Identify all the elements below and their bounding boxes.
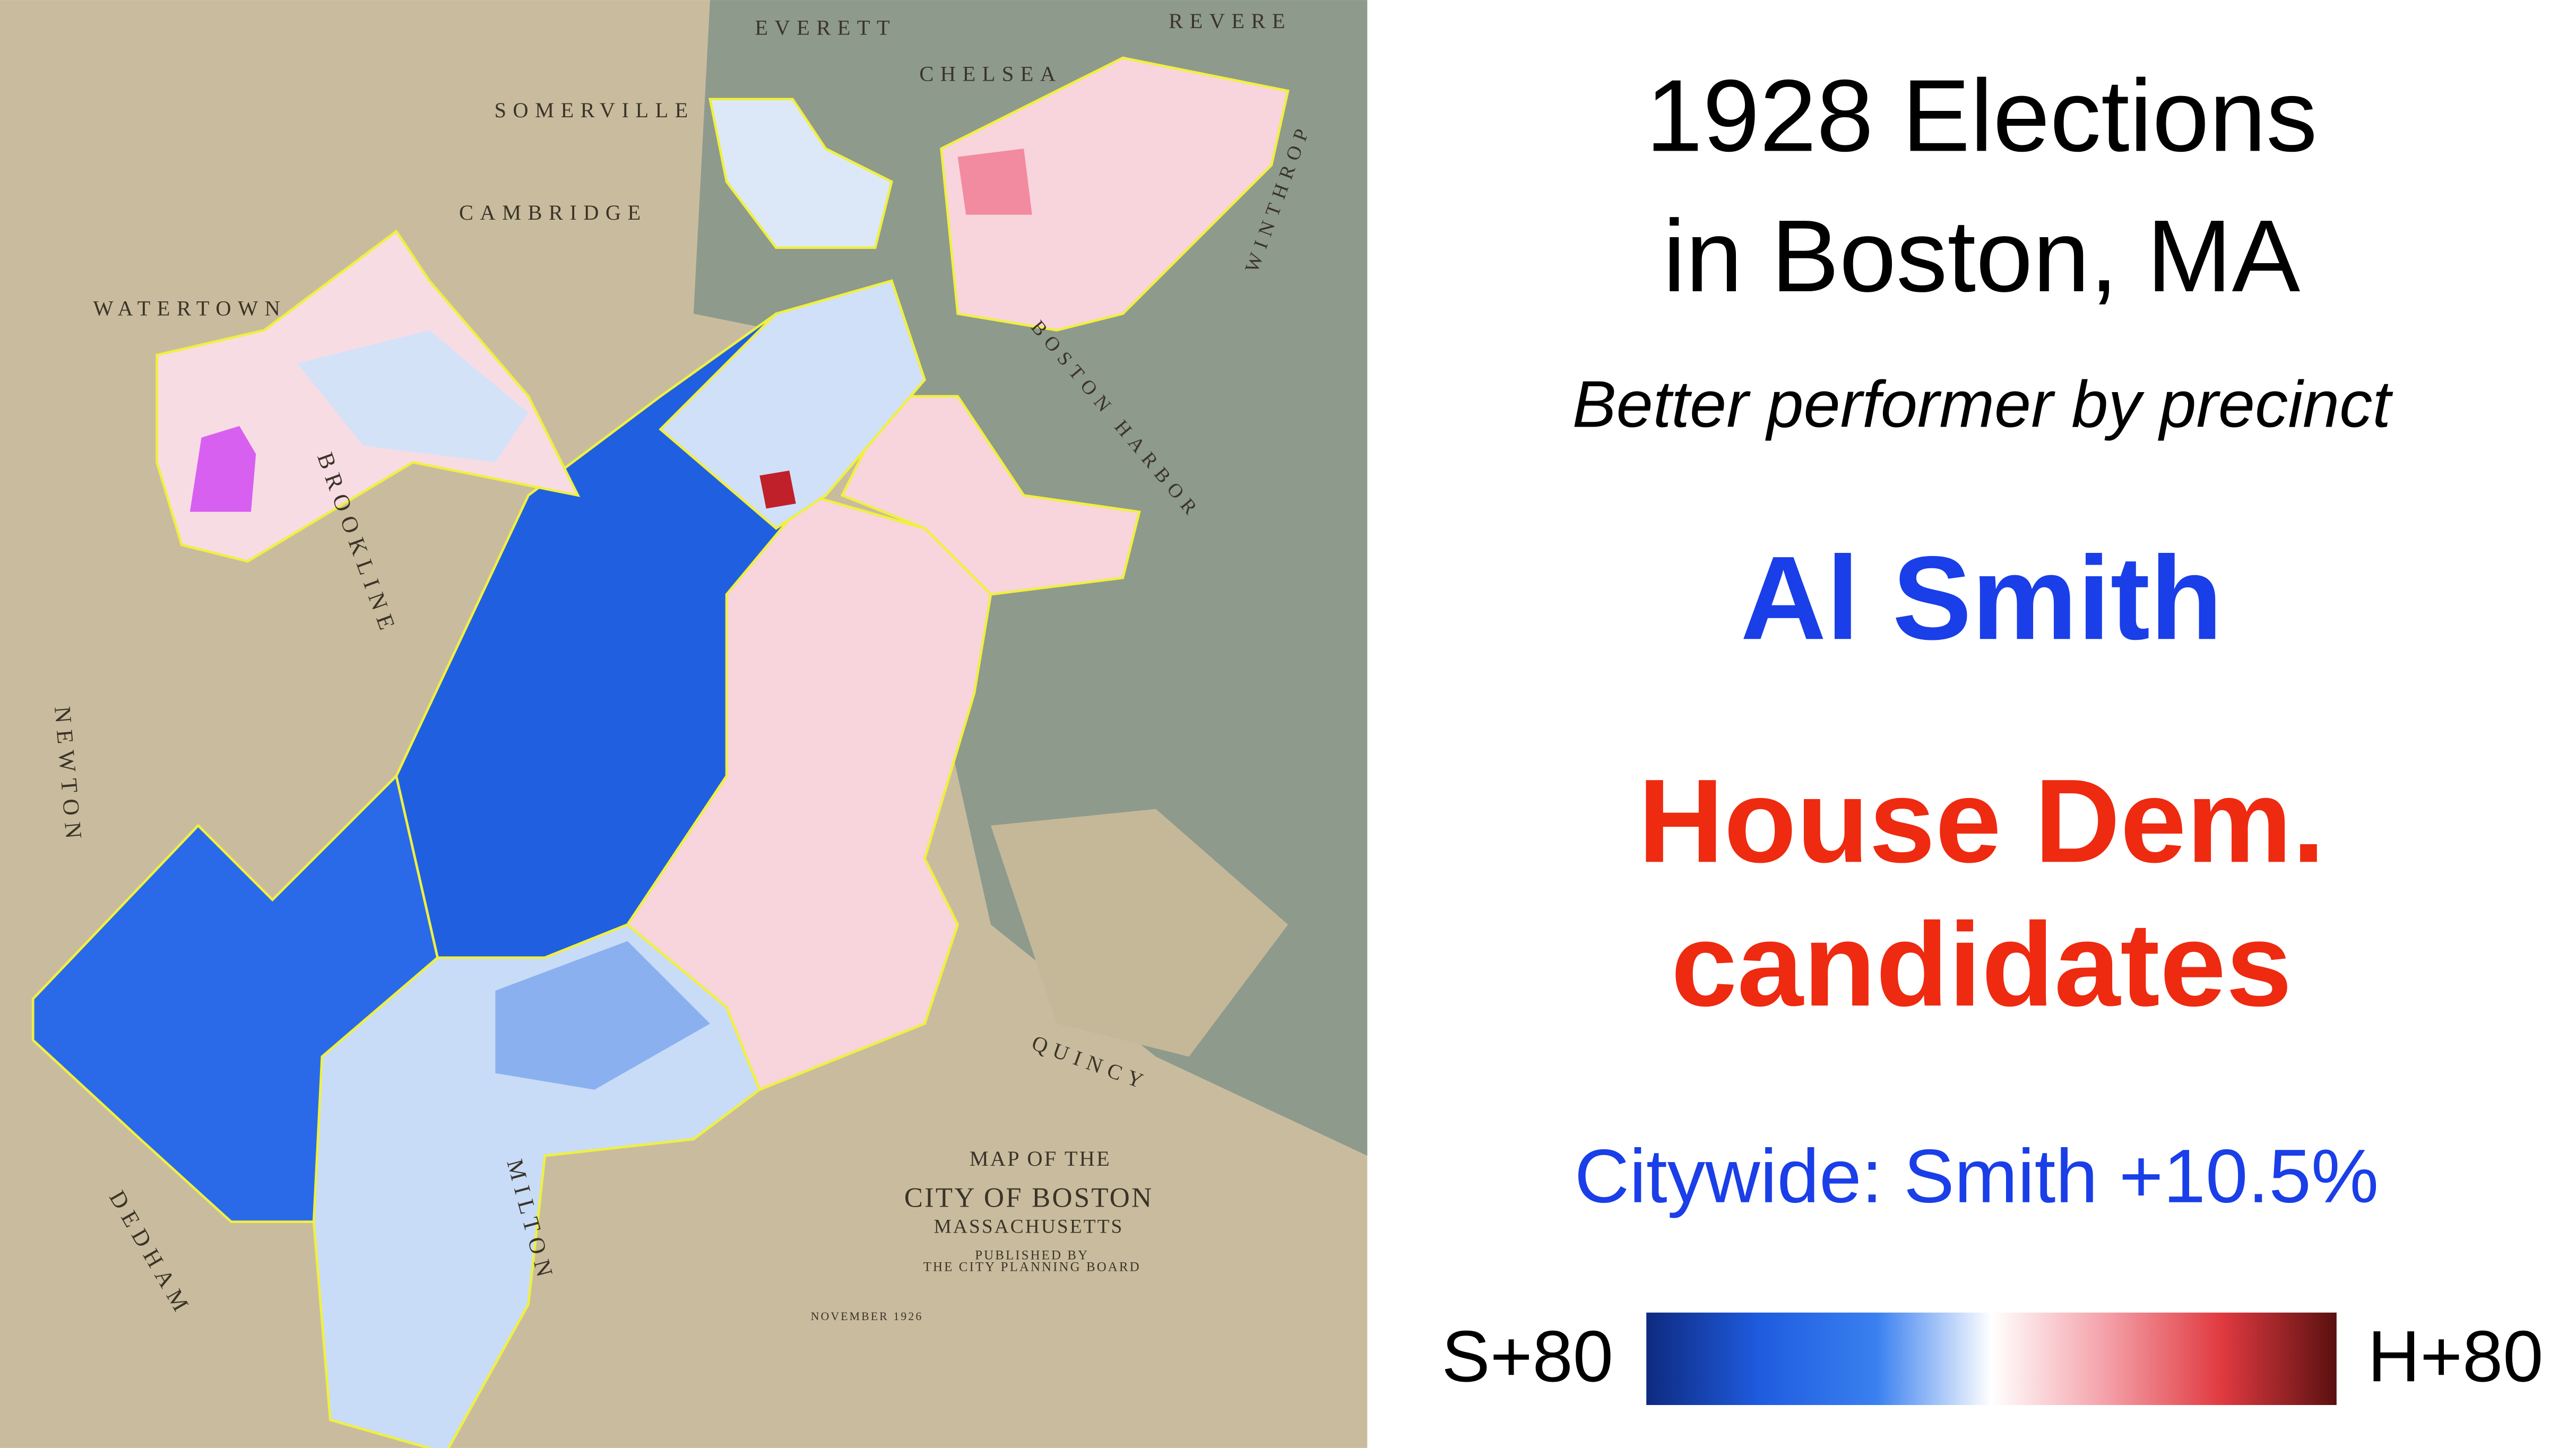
region — [297, 330, 529, 463]
title-line: in Boston, MA — [1663, 198, 2300, 313]
citywide-result: Citywide: Smith +10.5% — [1575, 1134, 2379, 1219]
map-label: THE CITY PLANNING BOARD — [923, 1260, 1141, 1274]
region — [957, 149, 1032, 215]
legend-max: H+80 — [2367, 1316, 2543, 1397]
map-label: NOVEMBER 1926 — [811, 1310, 923, 1323]
map-label: CHELSEA — [919, 62, 1062, 86]
candidate-b: House Dem. — [1638, 755, 2326, 887]
map-label: SOMERVILLE — [494, 98, 694, 122]
subtitle: Better performer by precinct — [1572, 368, 2393, 441]
legend-min: S+80 — [1441, 1316, 1613, 1397]
region — [759, 470, 796, 509]
map-label: EVERETT — [755, 15, 896, 39]
region — [189, 426, 256, 512]
region — [840, 395, 1141, 596]
title-line: 1928 Elections — [1646, 58, 2317, 172]
map-label: CITY OF BOSTON — [904, 1182, 1154, 1213]
region — [659, 279, 927, 530]
region — [940, 56, 1290, 332]
map-label: CAMBRIDGE — [459, 201, 647, 224]
map-label: PUBLISHED BY — [975, 1248, 1089, 1263]
map-label: WATERTOWN — [93, 296, 287, 320]
legend-bar — [1646, 1312, 2337, 1406]
candidate-a: Al Smith — [1741, 532, 2223, 664]
land — [990, 809, 1288, 1057]
legend-panel: 1928 Elections in Boston, MA Better perf… — [1441, 58, 2543, 1397]
map-label: REVERE — [1169, 9, 1292, 33]
region — [495, 941, 710, 1090]
map-label: MAP OF THE — [970, 1147, 1111, 1170]
map-label: MASSACHUSETTS — [934, 1216, 1124, 1238]
region — [708, 98, 893, 249]
candidate-b: candidates — [1671, 898, 2292, 1031]
